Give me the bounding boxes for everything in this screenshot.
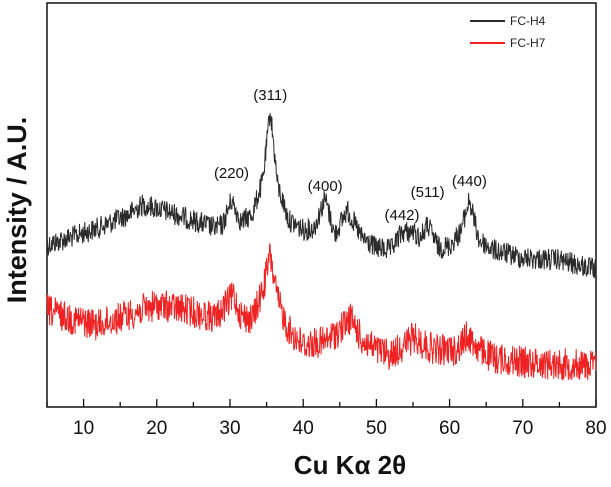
x-tick-label: 70 <box>512 418 533 439</box>
plot-frame <box>46 2 597 408</box>
peak-label: (400) <box>308 178 343 195</box>
x-tick-label: 50 <box>366 418 387 439</box>
x-axis-label: Cu Kα 2θ <box>294 450 406 480</box>
series-line-fc-h7 <box>46 242 597 382</box>
legend: FC-H4 FC-H7 <box>470 14 546 50</box>
peak-annotations: (220) (311) (400) (442) (511) (440) <box>214 87 487 224</box>
x-tick-label: 30 <box>219 418 240 439</box>
peak-label: (220) <box>214 165 249 182</box>
series-line-fc-h4 <box>46 113 597 279</box>
legend-label-fc-h7: FC-H7 <box>510 36 546 50</box>
peak-label: (440) <box>452 173 487 190</box>
x-tick-label: 80 <box>585 418 606 439</box>
y-axis-label: Intensity / A.U. <box>2 117 32 304</box>
x-tick-label: 10 <box>73 418 94 439</box>
peak-label: (511) <box>411 184 445 201</box>
x-ticks: 10 20 30 40 50 60 70 80 <box>46 399 607 439</box>
x-tick-label: 60 <box>439 418 460 439</box>
x-tick-label: 20 <box>146 418 167 439</box>
peak-label: (311) <box>253 87 287 104</box>
legend-label-fc-h4: FC-H4 <box>510 14 546 28</box>
x-tick-label: 40 <box>293 418 314 439</box>
peak-label: (442) <box>385 207 420 224</box>
series-layer <box>46 113 597 382</box>
